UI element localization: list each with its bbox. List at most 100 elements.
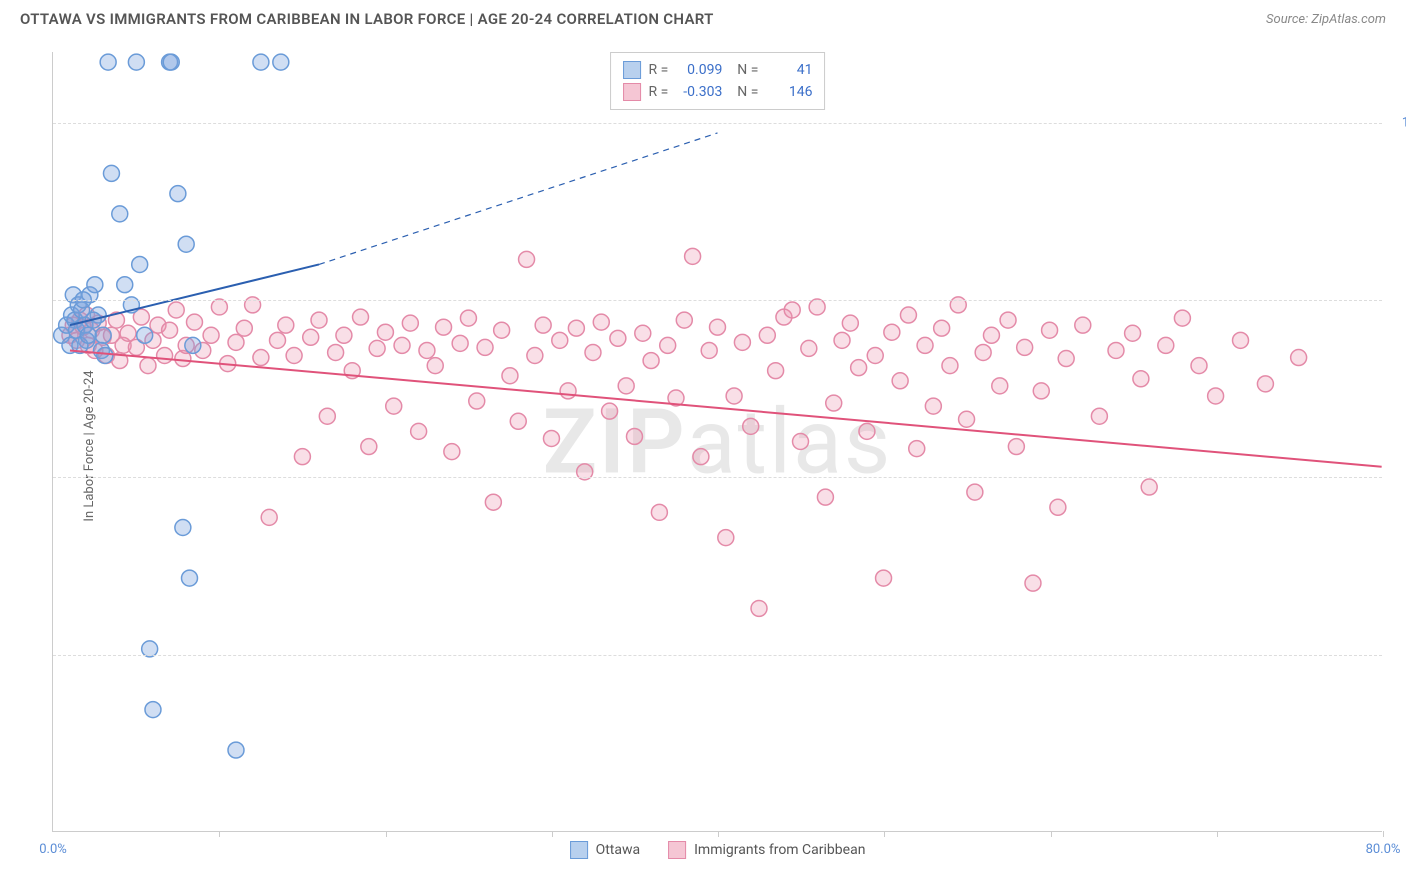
data-point <box>602 403 618 419</box>
data-point <box>842 315 858 331</box>
data-point <box>784 302 800 318</box>
data-point <box>261 509 277 525</box>
data-point <box>618 378 634 394</box>
data-point <box>95 327 111 343</box>
data-point <box>1017 339 1033 355</box>
stat-n-key: N = <box>730 59 758 81</box>
data-point <box>1033 383 1049 399</box>
data-point <box>1158 337 1174 353</box>
data-point <box>759 327 775 343</box>
data-point <box>676 312 692 328</box>
data-point <box>477 339 493 355</box>
stat-r-value: 0.099 <box>676 59 722 81</box>
x-tick-label: 80.0% <box>1366 842 1401 857</box>
data-point <box>983 327 999 343</box>
data-point <box>452 335 468 351</box>
stat-r-key: R = <box>649 81 669 103</box>
grid-line <box>53 300 1382 301</box>
data-point <box>817 489 833 505</box>
data-point <box>992 378 1008 394</box>
data-point <box>593 314 609 330</box>
data-point <box>328 344 344 360</box>
data-point <box>286 348 302 364</box>
data-point <box>1291 350 1307 366</box>
grid-line <box>53 477 1382 478</box>
legend-stat-row: R = 0.099 N = 41 <box>623 59 813 81</box>
data-point <box>1050 499 1066 515</box>
data-point <box>502 368 518 384</box>
legend-swatch <box>623 83 641 101</box>
data-point <box>80 327 96 343</box>
series-legend: Ottawa Immigrants from Caribbean <box>570 841 866 859</box>
data-point <box>1042 322 1058 338</box>
data-point <box>444 444 460 460</box>
legend-item: Immigrants from Caribbean <box>668 841 865 859</box>
stat-n-value: 41 <box>766 59 812 81</box>
stat-n-value: 146 <box>766 81 812 103</box>
data-point <box>168 302 184 318</box>
data-point <box>137 327 153 343</box>
data-point <box>103 165 119 181</box>
data-point <box>751 600 767 616</box>
data-point <box>967 484 983 500</box>
data-point <box>203 327 219 343</box>
data-point <box>685 248 701 264</box>
data-point <box>809 299 825 315</box>
data-point <box>419 342 435 358</box>
data-point <box>909 441 925 457</box>
data-point <box>610 330 626 346</box>
data-point <box>361 439 377 455</box>
data-point <box>1141 479 1157 495</box>
data-point <box>900 307 916 323</box>
x-tick <box>884 831 885 837</box>
data-point <box>701 342 717 358</box>
data-point <box>959 411 975 427</box>
data-point <box>469 393 485 409</box>
data-point <box>1108 342 1124 358</box>
data-point <box>228 742 244 758</box>
data-point <box>117 277 133 293</box>
data-point <box>1125 325 1141 341</box>
legend-label: Ottawa <box>596 842 641 858</box>
data-point <box>303 329 319 345</box>
data-point <box>801 340 817 356</box>
data-point <box>97 348 113 364</box>
data-point <box>228 334 244 350</box>
data-point <box>726 388 742 404</box>
data-point <box>560 383 576 399</box>
data-point <box>643 353 659 369</box>
data-point <box>175 520 191 536</box>
data-point <box>211 299 227 315</box>
data-point <box>568 320 584 336</box>
data-point <box>157 348 173 364</box>
data-point <box>1000 312 1016 328</box>
data-point <box>353 309 369 325</box>
data-point <box>112 206 128 222</box>
data-point <box>884 324 900 340</box>
scatter-plot-svg <box>53 52 1382 831</box>
data-point <box>1075 317 1091 333</box>
stat-r-key: R = <box>649 59 669 81</box>
legend-stat-row: R =-0.303 N =146 <box>623 81 813 103</box>
data-point <box>635 325 651 341</box>
data-point <box>1025 575 1041 591</box>
data-point <box>369 340 385 356</box>
data-point <box>336 327 352 343</box>
data-point <box>294 449 310 465</box>
data-point <box>402 315 418 331</box>
x-tick-label: 0.0% <box>39 842 67 857</box>
legend-swatch <box>668 841 686 859</box>
data-point <box>1058 351 1074 367</box>
data-point <box>942 358 958 374</box>
data-point <box>427 358 443 374</box>
x-tick <box>1217 831 1218 837</box>
data-point <box>1008 439 1024 455</box>
data-point <box>377 324 393 340</box>
data-point <box>834 332 850 348</box>
data-point <box>585 344 601 360</box>
x-tick <box>718 831 719 837</box>
legend-item: Ottawa <box>570 841 641 859</box>
data-point <box>186 314 202 330</box>
data-point <box>163 54 179 70</box>
data-point <box>185 337 201 353</box>
